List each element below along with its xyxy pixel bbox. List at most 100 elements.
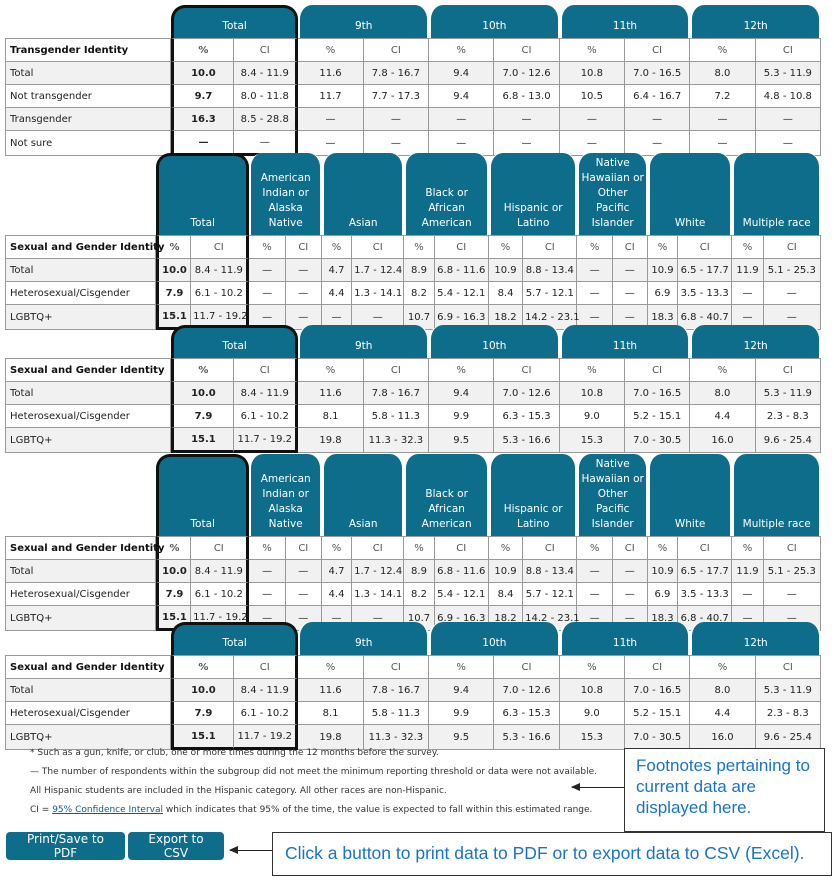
column-group-total: Total [155,153,250,235]
ci-header: CI [755,655,821,679]
table-row: Heterosexual/Cisgender 7.9 6.1 - 10.2 8.1 5.… [5,405,821,428]
percent-cell: — [298,108,364,131]
ci-cell: — [763,583,821,606]
percent-cell: 8.2 [404,282,435,305]
data-table: Total 9th 10th 11th 12th Sexual and Gender Id… [5,325,821,453]
percent-cell: 6.9 [647,583,679,606]
ci-header: CI [678,235,733,259]
percent-cell: 8.0 [690,382,756,405]
percent-cell: 10.8 [559,62,625,85]
percent-cell: 8.0 [690,679,756,702]
percent-cell: 10.5 [559,85,625,108]
table-row: Total 10.0 8.4 - 11.9 11.6 7.8 - 16.7 9.4 7.0 … [5,679,821,702]
ci-cell: 5.7 - 12.1 [523,282,578,305]
table-row: Total 10.0 8.4 - 11.9 11.6 7.8 - 16.7 9.4 7.0 … [5,382,821,405]
row-label: LGBTQ+ [5,606,156,631]
ci-header: CI [494,655,560,679]
table-row: LGBTQ+ 15.1 11.7 - 19.2 19.8 11.3 - 32.3 9.5 5… [5,428,821,453]
table-row: Heterosexual/Cisgender 7.9 6.1 - 10.2 8.1 5.… [5,702,821,725]
ci-cell: — [285,583,322,606]
ci-cell: 8.4 - 11.9 [234,679,299,702]
ci-header: CI [612,536,648,560]
ci-cell: 4.8 - 10.8 [755,85,821,108]
ci-cell: 5.1 - 25.3 [763,560,821,583]
confidence-interval-link[interactable]: 95% Confidence Interval [52,805,163,815]
row-label: Total [5,382,171,405]
ci-header: CI [763,235,821,259]
percent-cell: — [690,108,756,131]
column-group-native-hawaiian-or-other-pacific-islander: Native Hawaiian or Other Pacific Islande… [577,454,648,536]
row-header-label: Transgender Identity [5,38,171,62]
percent-header: % [298,358,364,382]
subheader-row: Sexual and Gender Identity% CI% CI% CI% CI% C… [5,358,821,382]
percent-cell: 6.9 [647,282,679,305]
ci-cell: — [285,259,322,282]
footnote-ci: CI = 95% Confidence Interval which indic… [30,805,592,815]
ci-cell: 1.7 - 12.4 [352,560,405,583]
table-row: Total 10.0 8.4 - 11.9— —4.7 1.7 - 12.4 8.9 6.8… [5,560,821,583]
percent-header: % [488,235,524,259]
ci-cell: 8.4 - 11.9 [191,560,250,583]
ci-cell: 1.7 - 12.4 [352,259,405,282]
ci-header: CI [363,358,430,382]
ci-cell: 11.7 - 19.2 [234,428,299,453]
ci-header: CI [763,536,821,560]
percent-cell: 4.7 [321,560,353,583]
ci-cell: 5.4 - 12.1 [434,583,489,606]
ci-cell: 7.0 - 30.5 [624,428,691,453]
row-label: Total [5,62,171,85]
percent-cell: 7.9 [155,282,192,305]
print-pdf-button[interactable]: Print/Save to PDF [6,832,125,860]
percent-cell: 8.4 [488,282,524,305]
ci-header: CI [434,235,489,259]
ci-cell: 7.7 - 17.3 [363,85,430,108]
data-table: Total American Indian or Alaska Native Asi… [5,454,821,631]
footnote-weapon: * Such as a gun, knife, or club, one or … [30,748,439,758]
ci-cell: 6.4 - 16.7 [624,85,691,108]
ci-cell: 6.5 - 17.7 [678,259,733,282]
ci-cell: 5.8 - 11.3 [363,405,430,428]
export-csv-button[interactable]: Export to CSV [128,832,224,860]
ci-header: CI [523,536,578,560]
ci-cell: 7.8 - 16.7 [363,679,430,702]
column-group-asian: Asian [321,153,405,235]
percent-cell: 8.9 [404,259,435,282]
ci-cell: 5.2 - 15.1 [624,702,691,725]
table-row: Total 10.0 8.4 - 11.9 11.6 7.8 - 16.7 9.4 7.0 … [5,62,821,85]
percent-cell: 8.0 [690,62,756,85]
percent-cell: 4.4 [321,583,353,606]
ci-cell: 3.5 - 13.3 [678,583,733,606]
percent-cell: 7.9 [170,405,235,428]
ci-cell: — [363,108,430,131]
ci-cell: 7.0 - 16.5 [624,62,691,85]
ci-header: CI [678,536,733,560]
ci-header: CI [434,536,489,560]
row-label: Not sure [5,131,171,156]
ci-cell: — [624,108,691,131]
arrow-icon [229,846,272,854]
ci-header: CI [494,358,560,382]
row-label: LGBTQ+ [5,305,156,330]
percent-cell: 4.7 [321,259,353,282]
percent-cell: 10.9 [488,560,524,583]
ci-cell: 7.0 - 30.5 [624,725,691,750]
ci-header: CI [191,235,250,259]
column-group-12th: 12th [690,5,821,38]
row-header-label: Sexual and Gender Identity [5,655,171,679]
percent-cell: 16.0 [690,725,756,750]
ci-cell: 8.8 - 13.4 [523,259,578,282]
subheader-row: Sexual and Gender Identity% CI% CI% CI% CI% C… [5,655,821,679]
percent-header: % [559,358,625,382]
percent-header: % [321,235,353,259]
percent-cell: 8.1 [298,702,364,725]
percent-header: % [404,235,435,259]
percent-cell: 9.9 [429,702,495,725]
column-group-12th: 12th [690,622,821,655]
percent-header: % [559,38,625,62]
ci-header: CI [234,655,299,679]
ci-cell: 5.7 - 12.1 [523,583,578,606]
column-group-hispanic-or-latino: Hispanic or Latino [488,153,578,235]
percent-cell: — [249,560,286,583]
percent-cell: 15.1 [170,428,235,453]
percent-cell: 8.1 [298,405,364,428]
